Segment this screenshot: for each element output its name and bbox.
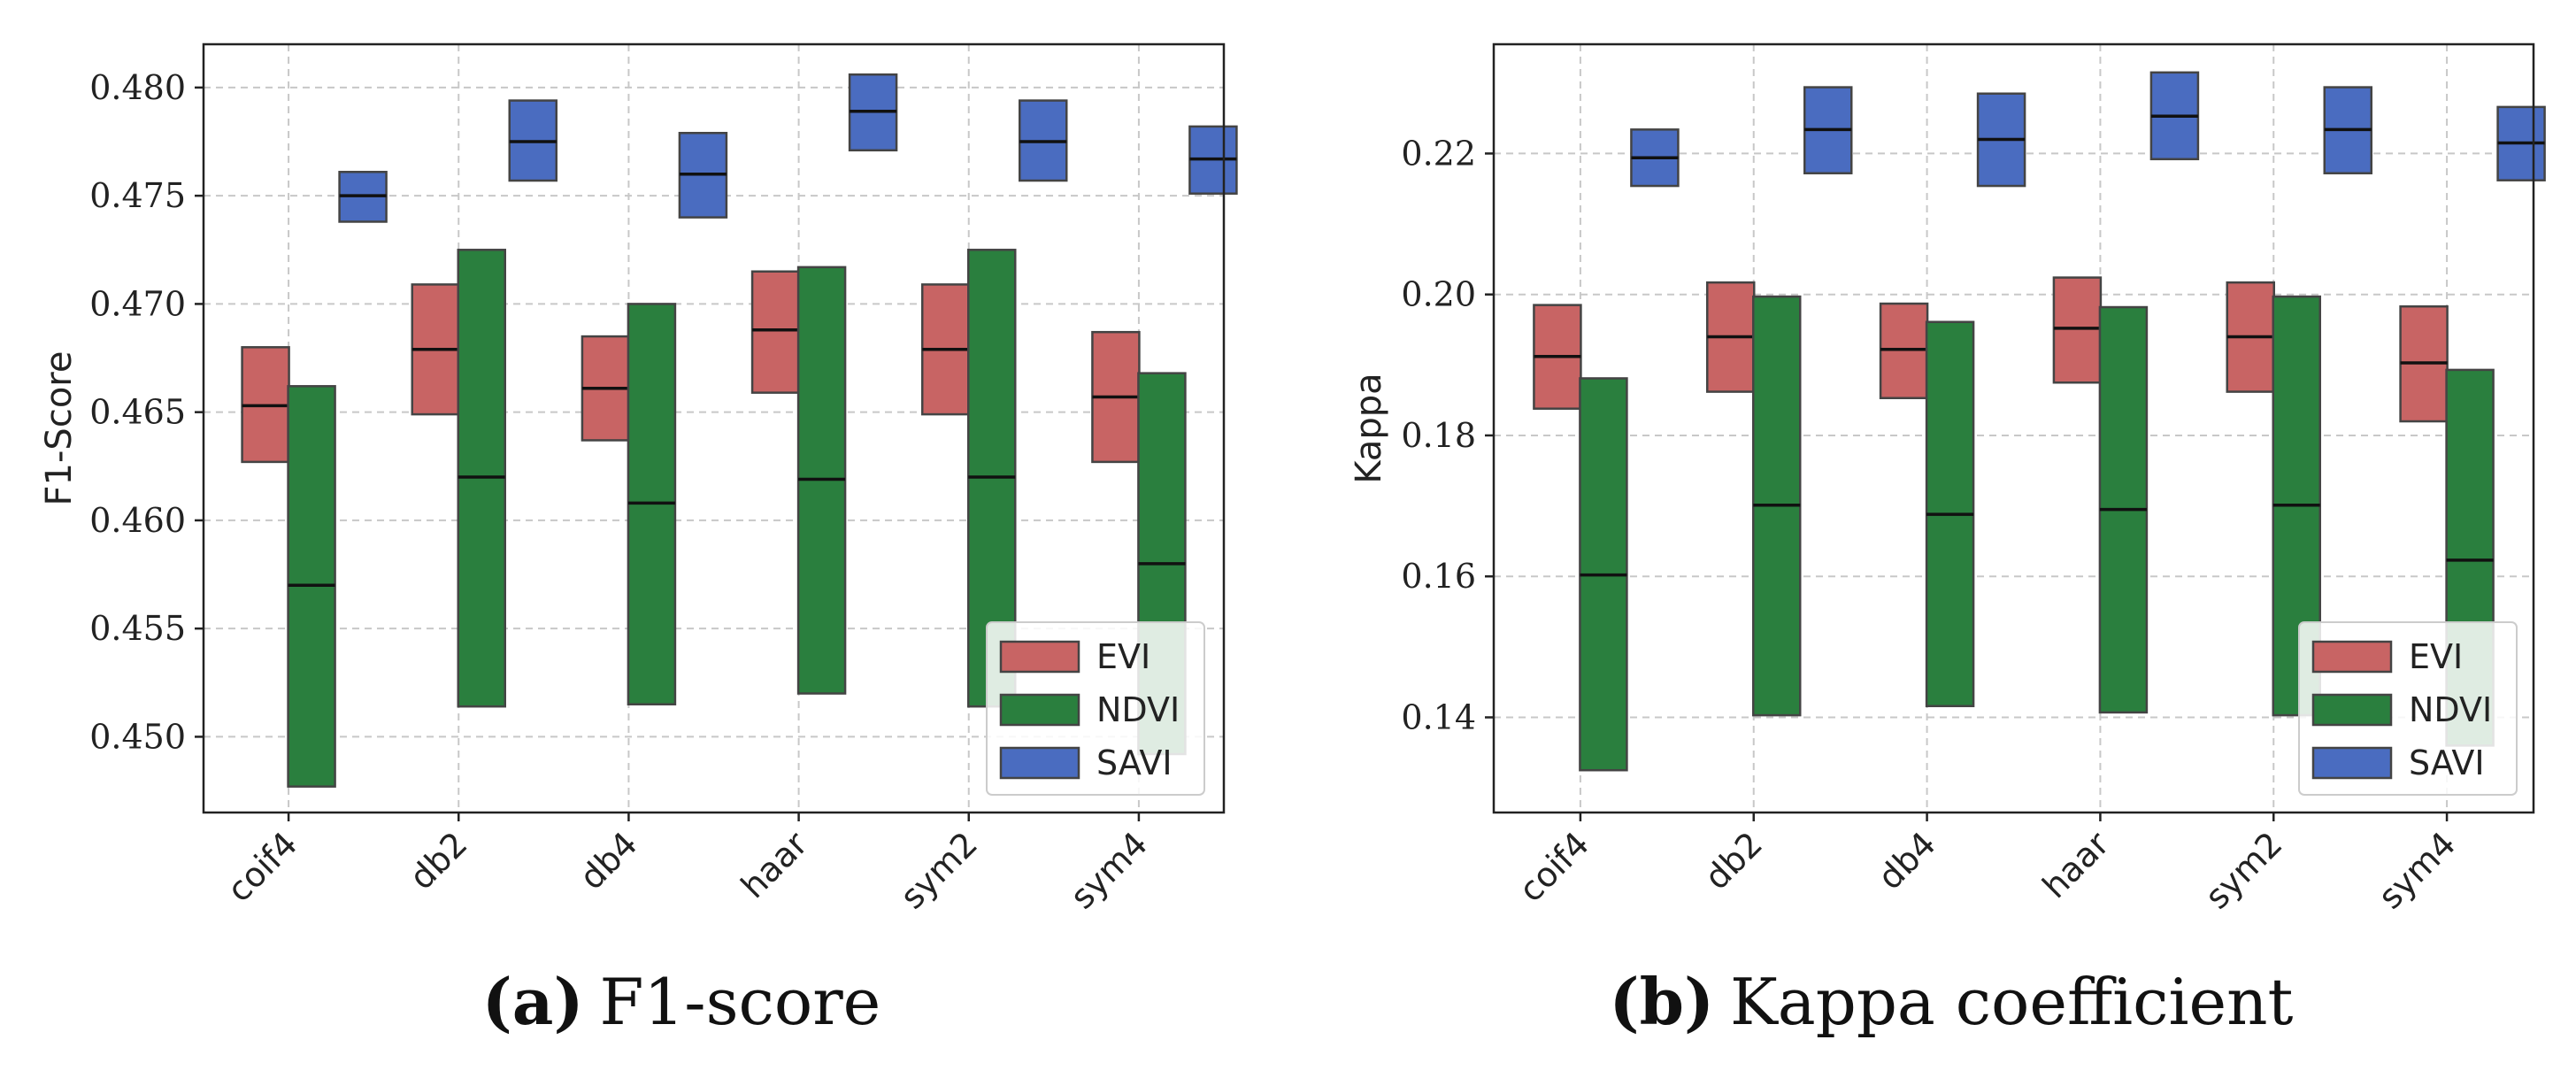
panel-kappa: 0.14 0.16 0.18 0.20 0.22 coif4 db2 db4 haar sym2 s…	[1349, 42, 2546, 917]
y-tick-label: 0.16	[1401, 557, 1476, 596]
y-tick-label: 0.470	[89, 284, 186, 323]
caption-b: (b) Kappa coefficient	[1610, 964, 2294, 1039]
caption-a-letter: (a)	[482, 964, 584, 1039]
x-tick-label-db2: db2	[402, 824, 474, 897]
panel-f1-score: 0.450 0.455 0.460 0.465 0.470 0.475 0.480 coif4…	[39, 42, 1238, 917]
series-savi	[338, 73, 1238, 223]
legend: EVI NDVI SAVI	[2298, 621, 2518, 796]
legend-swatch-evi	[999, 640, 1080, 674]
legend-label-savi: SAVI	[2409, 743, 2485, 782]
x-tick-label-sym2: sym2	[893, 824, 985, 916]
y-tick-label: 0.480	[89, 68, 186, 107]
caption-b-letter: (b)	[1610, 964, 1714, 1039]
legend-label-savi: SAVI	[1096, 743, 1173, 782]
x-tick-label-db2: db2	[1697, 824, 1770, 897]
x-tick-label-sym2: sym2	[2197, 824, 2289, 916]
series-ndvi	[287, 249, 1187, 788]
legend-label-ndvi: NDVI	[2409, 690, 2492, 729]
legend-swatch-ndvi	[2311, 693, 2393, 727]
x-tick-label-db4: db4	[572, 824, 644, 897]
y-tick-label: 0.20	[1401, 275, 1476, 314]
series-savi	[1630, 71, 2546, 188]
y-tick-label: 0.18	[1401, 416, 1476, 455]
x-tick-label-coif4: coif4	[219, 824, 304, 909]
legend: EVI NDVI SAVI	[986, 621, 1205, 796]
y-tick-label: 0.22	[1401, 134, 1476, 173]
y-tick-label: 0.455	[89, 609, 186, 648]
x-tick-label-haar: haar	[734, 824, 815, 905]
caption-a-text: F1-score	[600, 965, 881, 1039]
y-tick-label: 0.465	[89, 393, 186, 432]
y-tick-label: 0.460	[89, 501, 186, 540]
caption-a: (a) F1-score	[482, 964, 881, 1039]
y-tick-label: 0.450	[89, 717, 186, 756]
legend-swatch-savi	[999, 746, 1080, 780]
x-tick-label-sym4: sym4	[2371, 824, 2463, 916]
legend-label-ndvi: NDVI	[1096, 690, 1180, 729]
y-axis-label: F1-Score	[39, 351, 80, 506]
plot-frame	[1492, 42, 2535, 814]
legend-swatch-savi	[2311, 746, 2393, 780]
legend-label-evi: EVI	[1096, 637, 1150, 676]
y-tick-label: 0.14	[1401, 697, 1476, 736]
legend-label-evi: EVI	[2409, 637, 2463, 676]
series-evi	[241, 270, 1141, 464]
x-tick-label-haar: haar	[2035, 824, 2117, 905]
series-ndvi	[1579, 295, 2495, 772]
y-axis-label: Kappa	[1349, 373, 1389, 483]
caption-b-text: Kappa coefficient	[1730, 965, 2294, 1039]
plot-frame	[202, 42, 1226, 814]
x-tick-label-sym4: sym4	[1063, 824, 1155, 916]
legend-swatch-evi	[2311, 640, 2393, 674]
x-tick-label-coif4: coif4	[1511, 824, 1596, 909]
x-tick-label-db4: db4	[1871, 824, 1943, 897]
y-tick-label: 0.475	[89, 176, 186, 215]
legend-swatch-ndvi	[999, 693, 1080, 727]
box-evi-haar	[750, 270, 801, 394]
box-evi-haar	[2052, 276, 2103, 384]
